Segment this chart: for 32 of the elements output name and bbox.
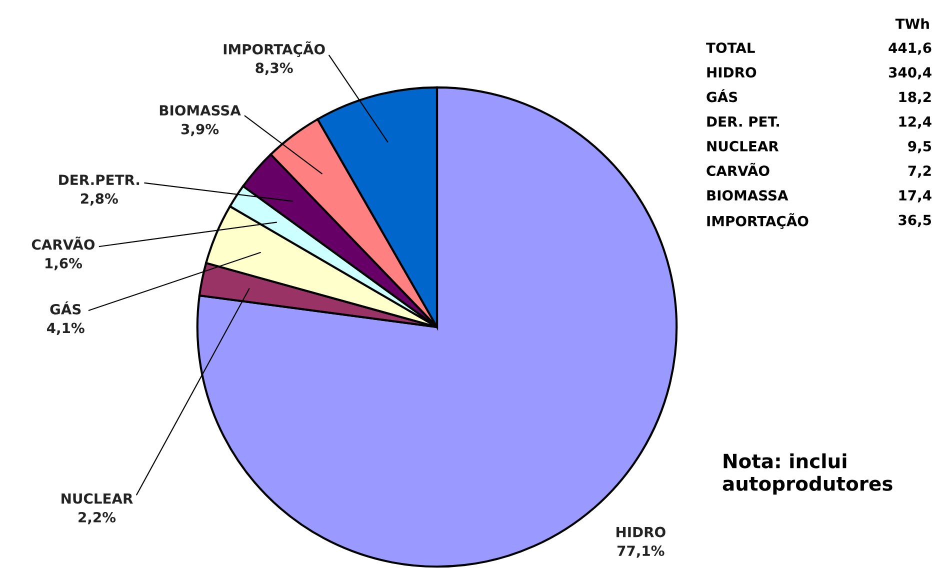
text: NUCLEAR [707, 140, 779, 152]
text: 340,4 [889, 67, 932, 80]
slice-label: IMPORTAÇÃO [224, 41, 325, 57]
text: GÁS [706, 89, 738, 102]
text: IMPORTAÇÃO [707, 213, 808, 229]
text: 18,2 [899, 92, 931, 104]
text: 9,5 [908, 140, 932, 154]
slice-label: HIDRO [616, 526, 666, 538]
data-label: 1,6% [46, 258, 82, 270]
text: 441,6 [888, 42, 932, 55]
slice-label: NUCLEAR [62, 493, 133, 504]
text: CARVÃO [706, 162, 770, 176]
text: TOTAL [706, 42, 755, 54]
text: 12,4 [899, 116, 932, 129]
slice-label: BIOMASSA [160, 105, 241, 116]
slice-label: CARVÃO [32, 236, 95, 250]
data-label: 4,1% [46, 322, 84, 335]
data-label: 2,2% [78, 512, 116, 524]
data-label: 77,1% [618, 546, 664, 558]
text: BIOMASSA [707, 190, 788, 201]
text: DER. PET. [707, 116, 779, 127]
data-label: 3,9% [181, 124, 219, 136]
slice-label: DER.PETR. [59, 174, 140, 185]
text: TWh [895, 18, 929, 29]
text: Nota: inclui autoprodutores [722, 453, 892, 495]
text: 7,2 [908, 166, 931, 178]
slice-label: GÁS [50, 301, 81, 314]
data-label: 2,8% [80, 193, 118, 206]
data-label: 8,3% [256, 62, 293, 75]
text: 17,4 [899, 190, 932, 202]
text: HIDRO [707, 67, 756, 78]
text: 36,5 [898, 214, 932, 228]
